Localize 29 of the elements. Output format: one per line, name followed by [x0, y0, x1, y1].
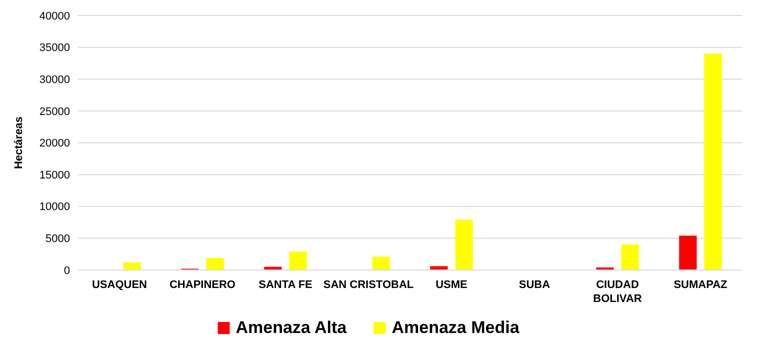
- bar: [455, 220, 473, 270]
- x-tick-label: SANTA FE: [258, 279, 312, 291]
- x-tick-label: SUMAPAZ: [674, 279, 728, 291]
- y-tick-label: 15000: [39, 169, 70, 182]
- x-tick-label: USME: [436, 279, 468, 291]
- y-tick-label: 5000: [46, 233, 70, 246]
- x-tick-label: SAN CRISTOBAL: [323, 279, 414, 291]
- x-tick-label: CIUDAD BOLIVAR: [593, 279, 642, 305]
- y-tick-label: 35000: [39, 42, 70, 54]
- bar: [372, 256, 390, 270]
- y-tick-label: 30000: [39, 74, 70, 86]
- y-tick-label: 10000: [39, 201, 70, 214]
- bar: [123, 262, 141, 270]
- bar: [621, 244, 639, 270]
- legend-label: Amenaza Media: [392, 318, 520, 337]
- bar: [289, 252, 307, 270]
- x-tick-label: USAQUEN: [92, 279, 148, 291]
- y-axis-title: Hectáreas: [13, 116, 25, 170]
- y-tick-label: 40000: [39, 10, 70, 22]
- y-tick-label: 20000: [39, 138, 70, 150]
- bar: [704, 54, 722, 270]
- x-tick-label: SUBA: [518, 279, 550, 291]
- x-tick-label: CHAPINERO: [169, 279, 236, 291]
- y-tick-label: 25000: [39, 106, 70, 118]
- legend-label: Amenaza Alta: [236, 318, 348, 337]
- bar: [679, 236, 697, 270]
- bar: [430, 266, 448, 270]
- bar: [206, 258, 224, 270]
- y-tick-label: 0: [64, 264, 70, 277]
